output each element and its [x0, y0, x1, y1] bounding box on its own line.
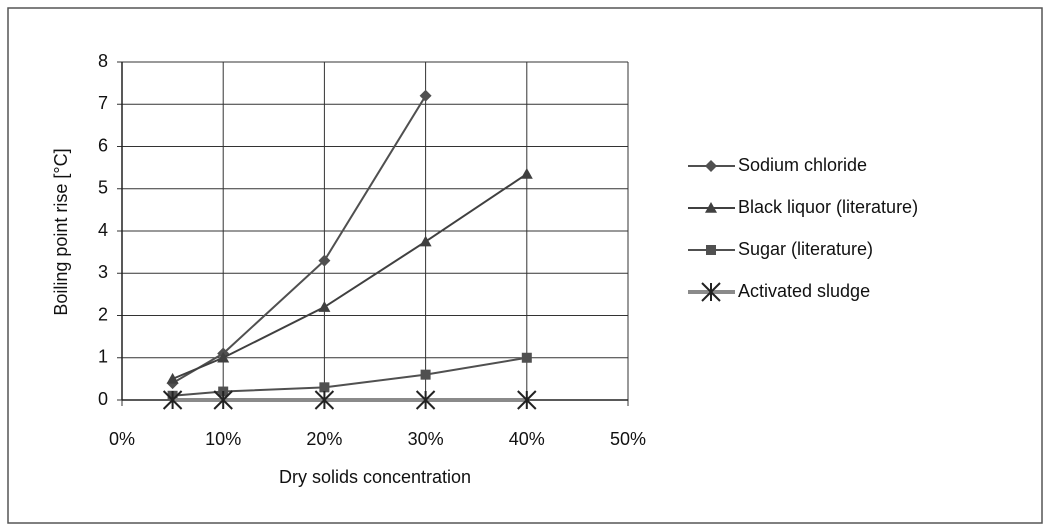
legend-label: Sugar (literature) — [738, 239, 873, 259]
marker — [415, 390, 436, 410]
marker — [520, 167, 533, 179]
y-tick-label: 4 — [98, 220, 108, 240]
marker — [705, 202, 717, 213]
x-tick-label: 0% — [109, 429, 135, 449]
legend-label: Sodium chloride — [738, 155, 867, 175]
marker — [319, 382, 330, 393]
marker — [705, 160, 717, 172]
x-tick-label: 20% — [306, 429, 342, 449]
x-tick-label: 40% — [509, 429, 545, 449]
x-axis-title: Dry solids concentration — [279, 467, 471, 487]
marker — [420, 369, 431, 380]
y-tick-label: 8 — [98, 51, 108, 71]
marker — [419, 235, 432, 247]
x-tick-label: 50% — [610, 429, 646, 449]
y-tick-label: 2 — [98, 304, 108, 324]
marker — [318, 254, 331, 267]
marker — [706, 245, 716, 255]
x-tick-label: 30% — [408, 429, 444, 449]
marker — [314, 390, 335, 410]
marker — [517, 390, 537, 410]
chart-frame — [7, 7, 1043, 524]
marker — [701, 282, 721, 302]
y-tick-label: 5 — [98, 178, 108, 198]
marker — [419, 89, 432, 102]
y-tick-label: 6 — [98, 135, 108, 155]
legend-label: Activated sludge — [738, 281, 870, 301]
x-tick-label: 10% — [205, 429, 241, 449]
y-tick-label: 7 — [98, 93, 108, 113]
marker — [318, 301, 331, 312]
y-axis-title: Boiling point rise [°C] — [51, 148, 71, 315]
marker — [213, 390, 233, 410]
y-tick-label: 1 — [98, 347, 108, 367]
y-tick-label: 3 — [98, 262, 108, 282]
marker — [521, 352, 532, 363]
marker — [217, 351, 230, 363]
marker — [166, 372, 179, 384]
legend-label: Black liquor (literature) — [738, 197, 918, 217]
marker — [162, 390, 183, 410]
y-tick-label: 0 — [98, 389, 108, 409]
